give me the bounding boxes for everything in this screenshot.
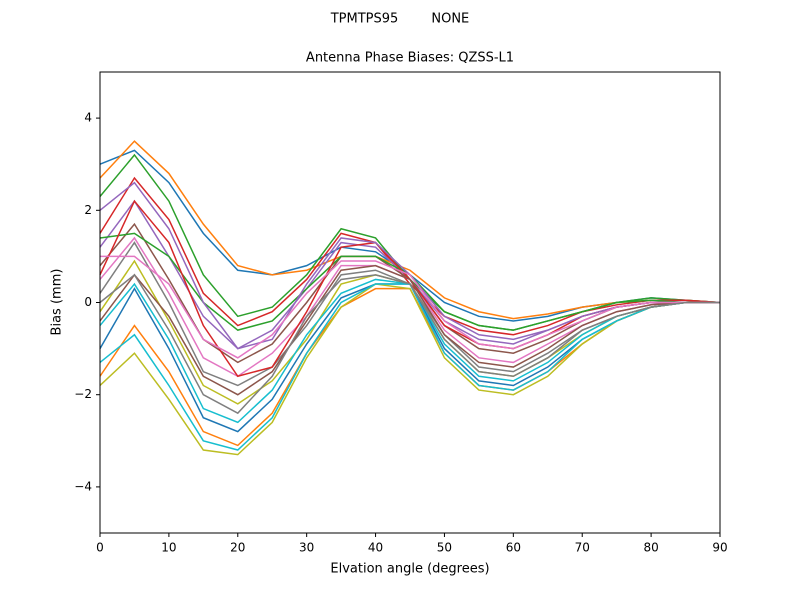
series-line <box>99 236 720 378</box>
series-line <box>99 264 720 396</box>
series-line <box>99 273 720 415</box>
y-axis-label: Bias (mm) <box>50 269 65 336</box>
x-axis-label: Elvation angle (degrees) <box>330 562 489 577</box>
x-tick-label: 50 <box>437 541 452 555</box>
series-line <box>99 149 721 322</box>
x-tick-label: 10 <box>161 541 176 555</box>
y-tick-label: −2 <box>74 387 92 401</box>
y-tick-label: 2 <box>84 203 92 217</box>
x-tick-label: 90 <box>712 541 727 555</box>
y-tick-label: −4 <box>74 479 92 493</box>
suptitle: TPMTPS95 NONE <box>330 12 470 27</box>
series-line <box>99 140 721 320</box>
x-tick-label: 70 <box>575 541 590 555</box>
x-tick-label: 40 <box>368 541 383 555</box>
plot-frame <box>99 71 721 534</box>
chart-title: Antenna Phase Biases: QZSS-L1 <box>306 51 514 66</box>
series-line <box>99 222 720 364</box>
x-tick-label: 0 <box>96 541 104 555</box>
x-tick-label: 60 <box>506 541 521 555</box>
y-tick-label: 4 <box>84 111 92 125</box>
series-line <box>99 176 721 336</box>
x-tick-label: 30 <box>299 541 314 555</box>
x-tick-label: 80 <box>643 541 658 555</box>
y-tick-label: 0 <box>84 295 92 309</box>
series-line <box>100 255 720 359</box>
x-tick-label: 20 <box>230 541 245 555</box>
series-line <box>99 259 720 405</box>
